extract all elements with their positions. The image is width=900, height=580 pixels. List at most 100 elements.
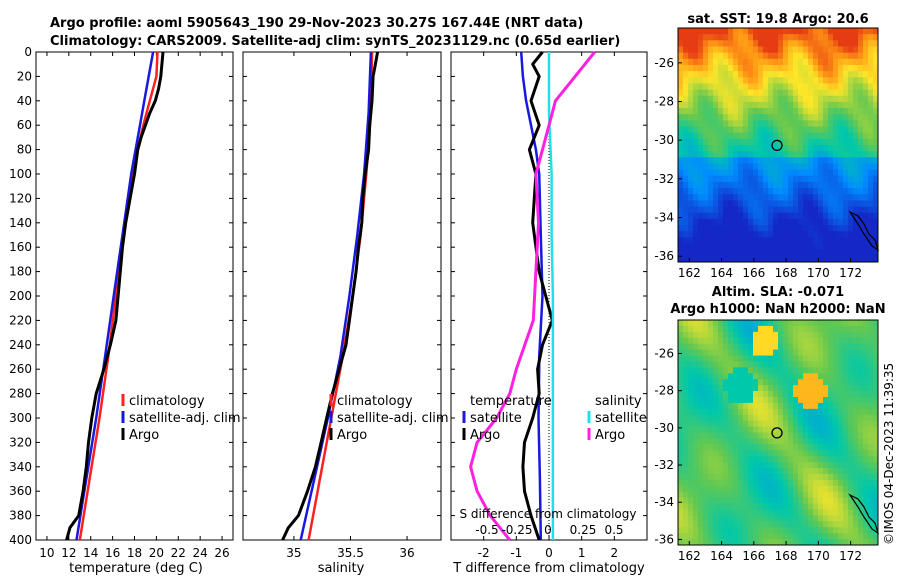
heat-cell	[868, 145, 874, 152]
heat-cell	[803, 385, 809, 392]
heat-cell	[688, 64, 694, 72]
heat-cell	[688, 527, 694, 534]
heat-cell	[803, 188, 809, 195]
heat-cell	[683, 444, 689, 451]
heat-cell	[783, 367, 789, 374]
heat-cell	[803, 497, 809, 504]
heat-cell	[853, 243, 859, 251]
heat-cell	[728, 108, 734, 115]
heat-cell	[818, 497, 824, 504]
heat-cell	[803, 120, 809, 127]
heat-cell	[828, 163, 834, 171]
heat-cell	[748, 408, 754, 416]
heat-cell	[788, 337, 794, 345]
heat-cell	[858, 355, 864, 362]
heat-cell	[843, 402, 849, 410]
heat-cell	[873, 462, 879, 469]
heat-cell	[763, 385, 769, 392]
heat-cell	[863, 396, 869, 404]
heat-cell	[758, 237, 764, 244]
heat-cell	[813, 337, 819, 345]
heat-cell	[853, 120, 859, 127]
heat-cell	[843, 396, 849, 404]
heat-cell	[738, 456, 744, 463]
heat-cell	[703, 414, 709, 422]
heat-cell	[683, 426, 689, 433]
heat-cell	[783, 420, 789, 427]
heat-cell	[738, 218, 744, 226]
heat-cell	[708, 28, 714, 35]
heat-cell	[788, 151, 794, 158]
heat-cell	[868, 432, 874, 439]
heat-cell	[848, 325, 854, 333]
heat-cell	[708, 491, 714, 499]
heat-cell	[808, 426, 814, 433]
heat-cell	[808, 243, 814, 251]
heat-cell	[788, 114, 794, 121]
heat-cell	[703, 337, 709, 345]
heat-cell	[793, 163, 799, 171]
heat-cell	[833, 539, 839, 546]
heat-cell	[768, 485, 774, 493]
map-frame	[677, 319, 879, 546]
heat-cell	[833, 181, 839, 189]
x-tick-label: 16	[105, 546, 120, 560]
heat-cell	[858, 515, 864, 522]
heat-cell	[818, 145, 824, 152]
heat-cell	[808, 132, 814, 140]
heat-cell	[698, 52, 704, 60]
heat-cell	[838, 77, 844, 84]
heat-cell	[873, 468, 879, 475]
heat-cell	[708, 255, 714, 263]
heat-cell	[758, 206, 764, 214]
heat-cell	[738, 426, 744, 433]
heat-cell	[758, 521, 764, 528]
heat-cell	[833, 497, 839, 504]
heat-cell	[768, 95, 774, 103]
series-line	[65, 51, 165, 541]
heat-cell	[798, 126, 804, 134]
heat-cell	[823, 138, 829, 146]
heat-cell	[723, 206, 729, 214]
heat-cell	[713, 52, 719, 60]
heat-cell	[838, 438, 844, 445]
heat-cell	[843, 462, 849, 469]
legend-s-argo: Argo	[595, 428, 625, 443]
heat-cell	[873, 426, 879, 433]
heat-cell	[778, 503, 784, 510]
heat-cell	[828, 40, 834, 47]
heat-cell	[788, 343, 794, 350]
heat-cell	[843, 52, 849, 60]
heat-cell	[713, 373, 719, 380]
heat-cell	[758, 391, 764, 398]
heat-cell	[788, 491, 794, 499]
heat-cell	[693, 396, 699, 404]
heat-cell	[833, 402, 839, 410]
heat-cell	[773, 157, 779, 164]
heat-cell	[728, 479, 734, 487]
heat-cell	[733, 509, 739, 516]
heat-cell	[698, 450, 704, 457]
heat-cell	[733, 40, 739, 47]
heat-cell	[783, 462, 789, 469]
heat-cell	[858, 52, 864, 60]
heat-cell	[773, 145, 779, 152]
heat-cell	[833, 83, 839, 90]
heat-cell	[843, 145, 849, 152]
heat-cell	[733, 231, 739, 238]
heat-cell	[743, 46, 749, 54]
heat-cell	[803, 468, 809, 475]
heat-cell	[773, 367, 779, 374]
heat-cell	[703, 396, 709, 404]
heat-cell	[778, 462, 784, 469]
heat-cell	[683, 64, 689, 72]
heat-cell	[848, 34, 854, 41]
heat-cell	[723, 408, 729, 416]
heat-cell	[743, 138, 749, 146]
heat-cell	[813, 509, 819, 516]
heat-cell	[808, 379, 814, 386]
heat-cell	[833, 64, 839, 72]
heat-cell	[778, 391, 784, 398]
heat-cell	[698, 444, 704, 451]
heat-cell	[818, 77, 824, 84]
